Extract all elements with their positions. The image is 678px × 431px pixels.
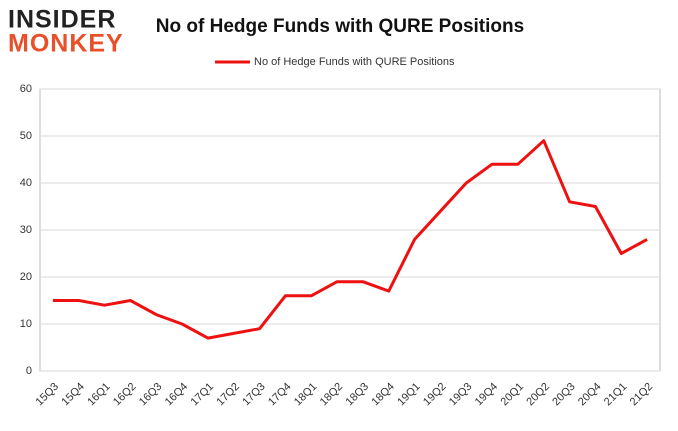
x-tick-label: 17Q3 [240,381,268,409]
logo-line2: MONKEY [8,30,124,58]
x-tick-label: 18Q4 [369,381,397,409]
x-tick-label: 16Q1 [85,381,113,409]
x-tick-label: 19Q2 [421,381,449,409]
legend-label: No of Hedge Funds with QURE Positions [254,56,455,68]
y-tick-label: 60 [20,83,32,95]
x-tick-label: 17Q1 [189,381,217,409]
y-tick-label: 20 [20,271,32,283]
x-tick-label: 16Q3 [137,381,165,409]
x-tick-label: 19Q1 [395,381,423,409]
x-tick-label: 18Q2 [318,381,346,409]
y-tick-label: 50 [20,130,32,142]
x-tick-label: 20Q1 [499,381,527,409]
logo-line1: INSIDER [8,6,116,34]
x-tick-label: 15Q3 [34,381,62,409]
series-line [52,139,648,340]
x-tick-label: 20Q2 [524,381,552,409]
x-tick-label: 17Q2 [214,381,242,409]
x-tick-label: 20Q4 [576,381,604,409]
x-tick-label: 16Q2 [111,381,139,409]
x-tick-label: 21Q2 [628,381,656,409]
chart-title: No of Hedge Funds with QURE Positions [156,16,524,37]
y-tick-label: 40 [20,177,32,189]
x-tick-label: 15Q4 [59,381,87,409]
y-tick-label: 0 [26,365,32,377]
y-tick-label: 10 [20,318,32,330]
x-tick-label: 18Q1 [292,381,320,409]
x-tick-label: 16Q4 [163,381,191,409]
x-tick-label: 19Q4 [473,381,501,409]
x-tick-label: 17Q4 [266,381,294,409]
y-tick-label: 30 [20,224,32,236]
x-tick-label: 20Q3 [550,381,578,409]
x-tick-label: 21Q1 [602,381,630,409]
x-tick-label: 18Q3 [344,381,372,409]
x-tick-label: 19Q3 [447,381,475,409]
